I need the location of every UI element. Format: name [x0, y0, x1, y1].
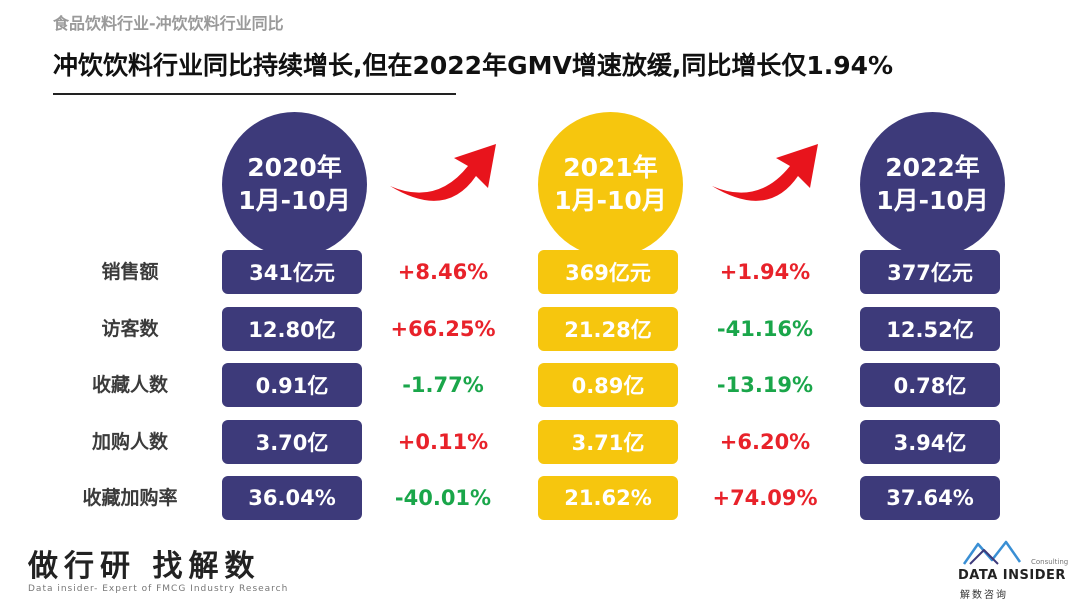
data-insider-logo: Consulting DATA INSIDER 解数咨询	[958, 538, 1068, 604]
value-2020-visitors: 12.80亿	[222, 307, 362, 351]
logo-name: DATA INSIDER	[958, 568, 1066, 583]
value-2022-fav-cart-rate: 37.64%	[860, 476, 1000, 520]
red-curved-up-arrow-icon	[712, 144, 818, 201]
value-2020-fav-cart-rate: 36.04%	[222, 476, 362, 520]
title-underline	[53, 93, 456, 95]
period-year: 2020年	[247, 153, 342, 182]
period-circle-2021: 2021年 1月-10月	[538, 112, 683, 257]
change-2021-2022-add-to-cart: +6.20%	[719, 430, 811, 454]
change-2021-2022-visitors: -41.16%	[716, 317, 814, 341]
red-curved-up-arrow-icon	[390, 144, 496, 201]
metric-label-sales: 销售额	[101, 261, 159, 283]
logo-consulting-text: Consulting	[1031, 558, 1069, 566]
brand-tagline: Data insider- Expert of FMCG Industry Re…	[28, 584, 289, 594]
value-2021-visitors: 21.28亿	[538, 307, 678, 351]
metric-label-add-to-cart: 加购人数	[91, 431, 168, 453]
value-2020-favorites: 0.91亿	[222, 363, 362, 407]
change-2021-2022-favorites: -13.19%	[716, 373, 814, 397]
period-circle-2022: 2022年 1月-10月	[860, 112, 1005, 257]
change-2020-2021-sales: +8.46%	[397, 260, 489, 284]
period-year: 2021年	[563, 153, 658, 182]
value-2020-add-to-cart: 3.70亿	[222, 420, 362, 464]
period-circle-2020: 2020年 1月-10月	[222, 112, 367, 257]
value-2021-fav-cart-rate: 21.62%	[538, 476, 678, 520]
change-2020-2021-add-to-cart: +0.11%	[397, 430, 489, 454]
metric-label-favorites: 收藏人数	[91, 374, 168, 396]
period-year: 2022年	[885, 153, 980, 182]
change-2021-2022-sales: +1.94%	[719, 260, 811, 284]
period-range: 1月-10月	[554, 185, 667, 215]
brand-slogan: 做行研 找解数	[28, 549, 261, 584]
period-range: 1月-10月	[238, 185, 351, 215]
period-range: 1月-10月	[876, 185, 989, 215]
value-2020-sales: 341亿元	[222, 250, 362, 294]
logo-mark-icon	[962, 540, 1022, 565]
page-subtitle: 食品饮料行业-冲饮饮料行业同比	[53, 14, 284, 33]
value-2022-visitors: 12.52亿	[860, 307, 1000, 351]
metric-label-visitors: 访客数	[101, 318, 159, 340]
value-2021-add-to-cart: 3.71亿	[538, 420, 678, 464]
logo-chinese-name: 解数咨询	[960, 590, 1008, 601]
change-2020-2021-fav-cart-rate: -40.01%	[394, 486, 492, 510]
value-2022-add-to-cart: 3.94亿	[860, 420, 1000, 464]
value-2021-favorites: 0.89亿	[538, 363, 678, 407]
value-2021-sales: 369亿元	[538, 250, 678, 294]
page-title: 冲饮饮料行业同比持续增长,但在2022年GMV增速放缓,同比增长仅1.94%	[53, 51, 894, 80]
change-2020-2021-favorites: -1.77%	[402, 373, 484, 397]
change-2021-2022-fav-cart-rate: +74.09%	[712, 486, 818, 510]
value-2022-sales: 377亿元	[860, 250, 1000, 294]
change-2020-2021-visitors: +66.25%	[390, 317, 496, 341]
metric-label-fav-cart-rate: 收藏加购率	[82, 487, 178, 509]
value-2022-favorites: 0.78亿	[860, 363, 1000, 407]
